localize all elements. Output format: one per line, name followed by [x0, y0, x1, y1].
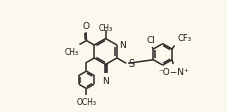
Text: ⁻O−N⁺: ⁻O−N⁺	[158, 67, 189, 76]
Text: CH₃: CH₃	[99, 24, 113, 33]
Text: Cl: Cl	[147, 36, 155, 45]
Text: S: S	[128, 58, 134, 68]
Text: CF₃: CF₃	[178, 34, 192, 43]
Text: OCH₃: OCH₃	[76, 97, 96, 106]
Text: O: O	[82, 22, 89, 31]
Text: N: N	[102, 77, 109, 85]
Text: CH₃: CH₃	[64, 47, 78, 56]
Text: N: N	[119, 41, 126, 50]
